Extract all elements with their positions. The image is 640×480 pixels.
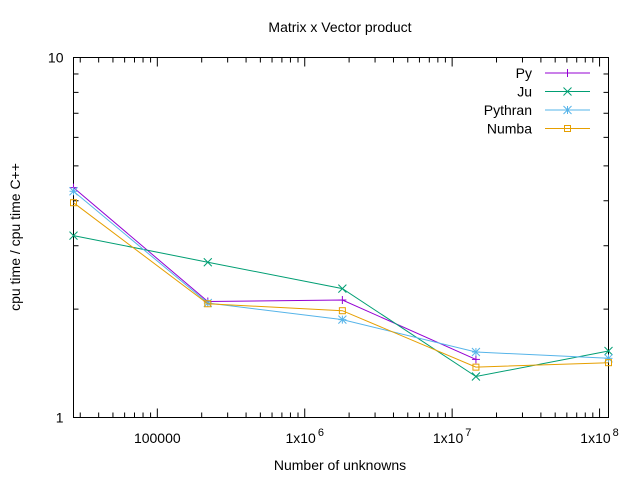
- x-axis-label: Number of unknowns: [274, 457, 406, 473]
- legend-label: Pythran: [484, 102, 532, 118]
- y-axis-label: cpu time / cpu time C++: [7, 163, 23, 311]
- legend-entry: Numba: [487, 121, 590, 137]
- data-point-marker: [472, 363, 480, 371]
- data-point-marker: [204, 300, 212, 308]
- plot-frame: [73, 57, 609, 418]
- data-point-marker: [70, 199, 77, 207]
- x-tick-label-base: 1x10: [580, 430, 611, 446]
- data-point-marker: [471, 347, 481, 357]
- legend-entry: Ju: [517, 84, 590, 100]
- data-point-marker: [69, 186, 78, 196]
- series-line: [73, 202, 609, 368]
- series-numba: [70, 199, 612, 371]
- y-tick-label: 10: [48, 50, 64, 66]
- chart-title: Matrix x Vector product: [268, 19, 411, 35]
- x-tick-label: 100000: [134, 430, 181, 446]
- data-point-marker: [338, 315, 347, 324]
- x-tick-label: 1x10 7: [433, 427, 471, 446]
- series-py: [69, 183, 480, 364]
- data-point-marker: [564, 125, 571, 132]
- data-point-marker: [563, 87, 572, 96]
- legend-label: Ju: [517, 84, 532, 100]
- legend: Py Ju Pythran Numba: [484, 65, 590, 137]
- data-point-marker: [605, 359, 612, 367]
- x-tick-label-base: 100000: [134, 430, 181, 446]
- x-tick-label: 1x10 8: [580, 427, 618, 446]
- legend-label: Py: [516, 65, 532, 81]
- x-tick-label-exponent: 8: [613, 427, 619, 439]
- data-point-marker: [563, 69, 572, 77]
- data-point-marker: [563, 105, 572, 115]
- y-tick-label: 1: [56, 410, 64, 426]
- data-point-marker: [203, 257, 213, 267]
- series-layer: [69, 183, 613, 381]
- data-point-marker: [338, 296, 347, 305]
- x-tick-label-base: 1x10: [433, 430, 464, 446]
- series-line: [73, 235, 609, 378]
- data-point-marker: [338, 307, 346, 315]
- x-tick-label-exponent: 7: [465, 427, 471, 439]
- data-point-marker: [604, 346, 613, 356]
- series-line: [73, 187, 477, 360]
- x-tick-label-base: 1x10: [285, 430, 316, 446]
- series-line: [73, 190, 609, 359]
- legend-label: Numba: [487, 121, 532, 137]
- x-tick-label-exponent: 6: [318, 427, 324, 439]
- legend-entry: Pythran: [484, 102, 590, 118]
- series-pythran: [69, 186, 613, 363]
- x-tick-label: 1x10 6: [285, 427, 323, 446]
- data-point-marker: [471, 372, 481, 381]
- data-point-marker: [338, 284, 347, 293]
- data-point-marker: [69, 231, 78, 240]
- data-point-marker: [471, 355, 480, 364]
- series-ju: [69, 231, 613, 381]
- legend-entry: Py: [516, 65, 590, 81]
